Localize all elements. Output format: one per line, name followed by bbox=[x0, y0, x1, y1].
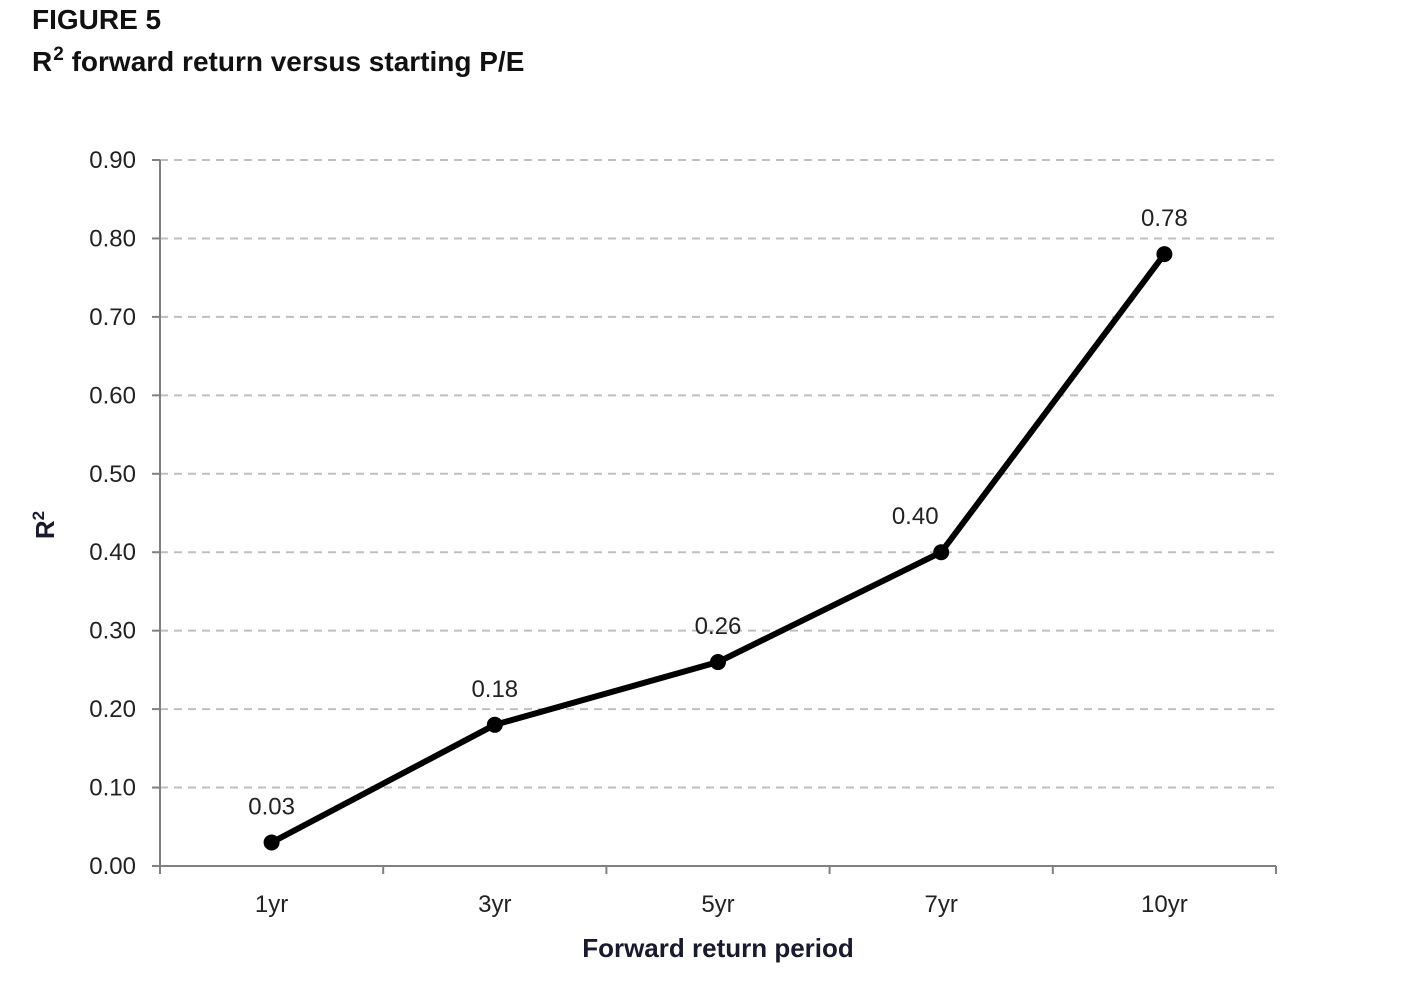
y-axis-title-superscript: 2 bbox=[29, 511, 48, 520]
data-label: 0.40 bbox=[892, 503, 939, 530]
data-point bbox=[710, 654, 726, 671]
y-tick-label: 0.80 bbox=[89, 225, 136, 252]
data-labels: 0.03 0.18 0.26 0.40 0.78 bbox=[248, 205, 1188, 820]
x-axis-title: Forward return period bbox=[582, 933, 854, 963]
data-label: 0.78 bbox=[1141, 205, 1188, 232]
data-label: 0.18 bbox=[471, 676, 518, 703]
chart-title-superscript: 2 bbox=[53, 44, 64, 65]
y-tick-label: 0.90 bbox=[89, 147, 136, 174]
x-tick-labels: 1yr 3yr 5yr 7yr 10yr bbox=[255, 891, 1188, 918]
x-tick-label: 3yr bbox=[478, 891, 511, 918]
y-tick-label: 0.70 bbox=[89, 304, 136, 331]
y-tick-label: 0.50 bbox=[89, 461, 136, 488]
x-tick-label: 7yr bbox=[925, 891, 958, 918]
y-tick-label: 0.20 bbox=[89, 696, 136, 723]
data-point bbox=[1156, 246, 1173, 263]
chart-title-prefix: R bbox=[32, 46, 53, 77]
x-tick-label: 1yr bbox=[255, 891, 288, 918]
series-line bbox=[268, 251, 1168, 846]
y-axis-title-main: R bbox=[30, 520, 60, 539]
chart-title-rest: forward return versus starting P/E bbox=[63, 46, 525, 77]
y-tick-label: 0.40 bbox=[89, 539, 136, 566]
axes bbox=[152, 159, 1277, 874]
grid-lines bbox=[160, 159, 1276, 789]
figure-label: FIGURE 5 bbox=[32, 4, 162, 35]
y-tick-label: 0.00 bbox=[89, 853, 136, 880]
data-point bbox=[263, 834, 280, 851]
chart-title: R2 forward return versus starting P/E bbox=[32, 44, 524, 78]
series-r-squared bbox=[263, 246, 1173, 851]
x-tick-label: 5yr bbox=[701, 891, 734, 918]
y-tick-labels: 0.00 0.10 0.20 0.30 0.40 0.50 0.60 0.70 0.80 0.90 bbox=[89, 147, 136, 880]
y-tick-label: 0.10 bbox=[89, 775, 136, 802]
x-tick-label: 10yr bbox=[1141, 891, 1188, 918]
data-point bbox=[486, 716, 503, 733]
data-label: 0.26 bbox=[695, 613, 742, 640]
y-tick-label: 0.30 bbox=[89, 618, 136, 645]
y-axis-title: R2 bbox=[29, 511, 60, 539]
data-point bbox=[933, 544, 950, 561]
data-label: 0.03 bbox=[248, 793, 295, 820]
y-tick-label: 0.60 bbox=[89, 382, 136, 409]
